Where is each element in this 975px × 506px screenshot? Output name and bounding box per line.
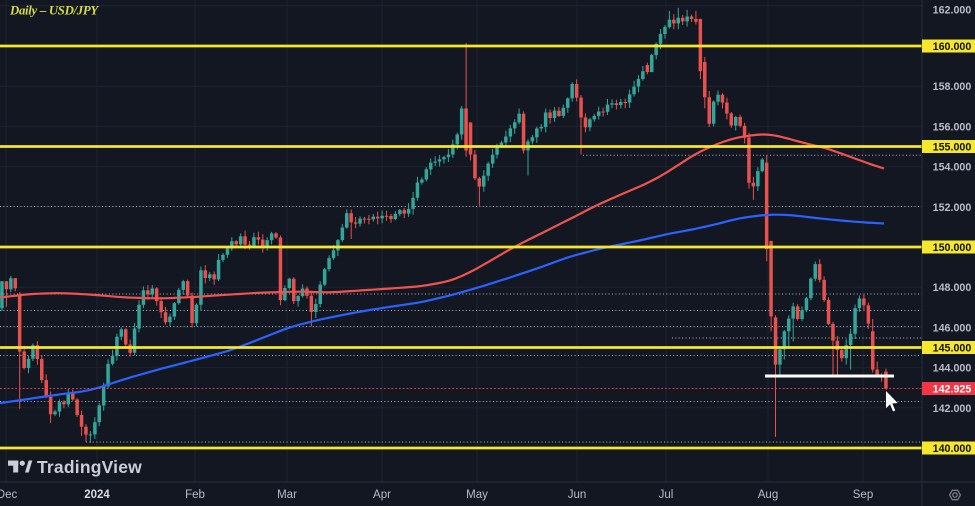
svg-text:154.000: 154.000	[933, 162, 972, 174]
svg-text:146.000: 146.000	[933, 322, 972, 334]
svg-text:May: May	[466, 489, 488, 501]
svg-text:142.000: 142.000	[933, 403, 972, 415]
svg-text:150.000: 150.000	[933, 242, 972, 254]
svg-text:Daily – USD/JPY: Daily – USD/JPY	[9, 4, 99, 18]
svg-text:2024: 2024	[84, 489, 110, 501]
svg-text:152.000: 152.000	[933, 202, 972, 214]
svg-text:Dec: Dec	[0, 489, 17, 501]
svg-text:156.000: 156.000	[933, 121, 972, 133]
svg-text:Apr: Apr	[373, 489, 391, 501]
svg-text:Jun: Jun	[568, 489, 587, 501]
svg-text:140.000: 140.000	[933, 443, 972, 455]
svg-text:148.000: 148.000	[933, 282, 972, 294]
svg-text:145.000: 145.000	[933, 343, 972, 355]
svg-text:Mar: Mar	[277, 489, 297, 501]
svg-text:Feb: Feb	[185, 489, 205, 501]
svg-text:Sep: Sep	[853, 489, 873, 501]
svg-text:155.000: 155.000	[933, 142, 972, 154]
svg-text:Jul: Jul	[659, 489, 674, 501]
svg-text:Aug: Aug	[758, 489, 778, 501]
svg-text:144.000: 144.000	[933, 363, 972, 375]
svg-text:162.000: 162.000	[933, 4, 972, 16]
svg-text:158.000: 158.000	[933, 81, 972, 93]
svg-text:160.000: 160.000	[933, 41, 972, 53]
svg-text:142.925: 142.925	[933, 383, 972, 395]
svg-text:TradingView: TradingView	[37, 457, 142, 477]
